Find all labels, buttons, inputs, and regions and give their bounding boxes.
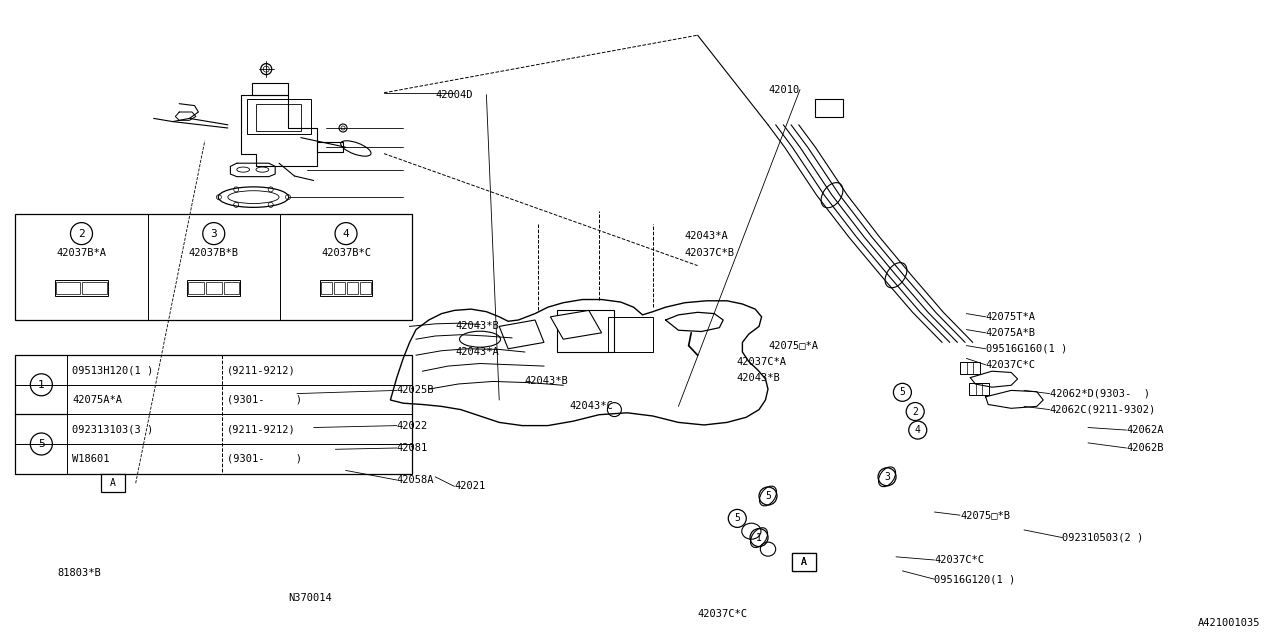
Text: 42037C*B: 42037C*B bbox=[685, 248, 735, 258]
Text: 1: 1 bbox=[756, 532, 762, 543]
Text: 3: 3 bbox=[884, 472, 890, 482]
Text: 42043*B: 42043*B bbox=[525, 376, 568, 386]
Text: 1: 1 bbox=[38, 380, 45, 390]
Text: 5: 5 bbox=[765, 491, 771, 501]
Bar bbox=[15, 355, 412, 474]
Text: 42043*B: 42043*B bbox=[456, 321, 499, 332]
Bar bbox=[247, 99, 311, 134]
Bar bbox=[792, 553, 815, 571]
Text: A: A bbox=[801, 557, 806, 567]
Text: 42062B: 42062B bbox=[1126, 443, 1164, 453]
Text: 42037C*C: 42037C*C bbox=[934, 555, 984, 565]
Bar bbox=[206, 282, 221, 294]
Bar bbox=[320, 282, 332, 294]
Bar bbox=[317, 142, 343, 152]
Bar bbox=[608, 317, 653, 352]
Text: (9301-     ): (9301- ) bbox=[228, 454, 302, 464]
Text: 42062*D(9303-  ): 42062*D(9303- ) bbox=[1050, 388, 1149, 399]
Bar bbox=[347, 282, 358, 294]
Text: 092310503(2 ): 092310503(2 ) bbox=[1062, 532, 1143, 543]
Text: 3: 3 bbox=[210, 228, 218, 239]
Bar bbox=[252, 83, 288, 95]
Polygon shape bbox=[499, 320, 544, 349]
Bar bbox=[101, 474, 124, 492]
Text: 42075□*A: 42075□*A bbox=[768, 340, 818, 351]
Bar bbox=[360, 282, 371, 294]
Bar bbox=[187, 280, 241, 296]
Text: 2: 2 bbox=[913, 406, 918, 417]
Text: 5: 5 bbox=[38, 439, 45, 449]
Text: 42037C*A: 42037C*A bbox=[736, 356, 786, 367]
Polygon shape bbox=[550, 310, 602, 339]
Text: 2: 2 bbox=[78, 228, 84, 239]
Bar bbox=[55, 280, 108, 296]
Text: 42021: 42021 bbox=[454, 481, 485, 492]
Bar bbox=[188, 282, 204, 294]
Text: 42075A*A: 42075A*A bbox=[73, 395, 123, 404]
Text: 42075T*A: 42075T*A bbox=[986, 312, 1036, 322]
Text: 092313103(3 ): 092313103(3 ) bbox=[73, 424, 154, 434]
Text: 42075A*B: 42075A*B bbox=[986, 328, 1036, 338]
Text: (9211-9212): (9211-9212) bbox=[228, 365, 296, 375]
Text: 42037B*C: 42037B*C bbox=[321, 248, 371, 258]
Text: 09516G120(1 ): 09516G120(1 ) bbox=[934, 574, 1015, 584]
Text: 42043*B: 42043*B bbox=[736, 372, 780, 383]
Bar bbox=[224, 282, 239, 294]
Text: (9211-9212): (9211-9212) bbox=[228, 424, 296, 434]
Text: N370014: N370014 bbox=[288, 593, 332, 604]
Bar bbox=[56, 282, 81, 294]
Bar bbox=[82, 282, 108, 294]
Text: 09516G160(1 ): 09516G160(1 ) bbox=[986, 344, 1066, 354]
Text: A421001035: A421001035 bbox=[1198, 618, 1260, 628]
Text: 42062C(9211-9302): 42062C(9211-9302) bbox=[1050, 404, 1156, 415]
Text: 42004D: 42004D bbox=[435, 90, 472, 100]
Text: 42081: 42081 bbox=[397, 443, 428, 453]
Text: 42025B: 42025B bbox=[397, 385, 434, 396]
Bar bbox=[256, 104, 301, 131]
Text: 42022: 42022 bbox=[397, 420, 428, 431]
Bar bbox=[969, 383, 989, 395]
Text: 42075□*B: 42075□*B bbox=[960, 510, 1010, 520]
Text: 4: 4 bbox=[343, 228, 349, 239]
Text: 42037C*C: 42037C*C bbox=[986, 360, 1036, 370]
Text: 42043*A: 42043*A bbox=[685, 230, 728, 241]
Text: 42062A: 42062A bbox=[1126, 425, 1164, 435]
Text: 42037C*C: 42037C*C bbox=[698, 609, 748, 620]
Bar bbox=[320, 280, 372, 296]
Bar bbox=[557, 310, 614, 352]
Text: 42043*A: 42043*A bbox=[456, 347, 499, 357]
Text: 4: 4 bbox=[915, 425, 920, 435]
Text: 42058A: 42058A bbox=[397, 475, 434, 485]
Bar bbox=[792, 553, 815, 571]
Bar bbox=[960, 362, 980, 374]
Text: A: A bbox=[801, 557, 806, 567]
Text: A: A bbox=[110, 478, 115, 488]
Polygon shape bbox=[390, 300, 768, 426]
Text: (9301-     ): (9301- ) bbox=[228, 395, 302, 404]
Text: 42037B*A: 42037B*A bbox=[56, 248, 106, 258]
Text: 42037B*B: 42037B*B bbox=[188, 248, 239, 258]
Text: 5: 5 bbox=[735, 513, 740, 524]
Text: 81803*B: 81803*B bbox=[58, 568, 101, 578]
Bar bbox=[815, 99, 844, 117]
Bar bbox=[334, 282, 346, 294]
Text: 5: 5 bbox=[900, 387, 905, 397]
Text: 42043*C: 42043*C bbox=[570, 401, 613, 412]
Text: W18601: W18601 bbox=[73, 454, 110, 464]
Text: 42010: 42010 bbox=[768, 84, 799, 95]
Bar bbox=[15, 214, 412, 320]
Text: 09513H120(1 ): 09513H120(1 ) bbox=[73, 365, 154, 375]
